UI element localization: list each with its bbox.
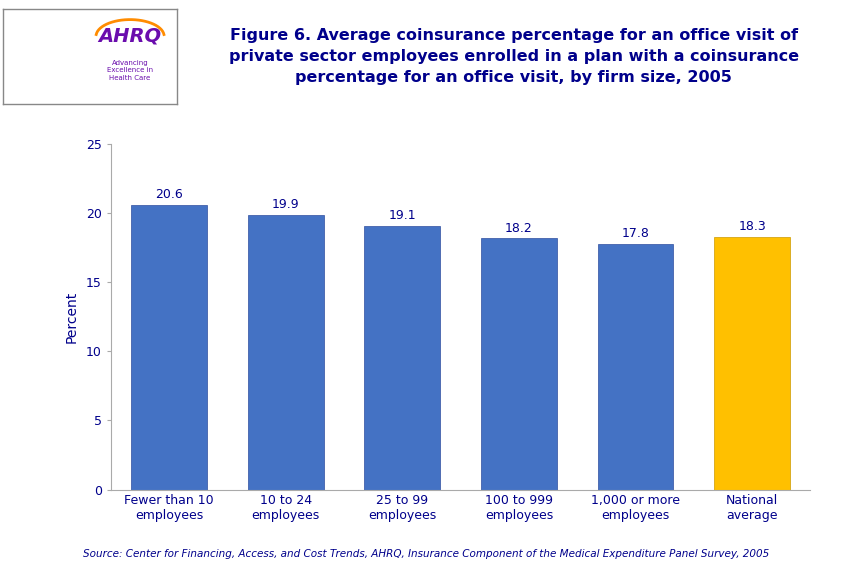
Bar — [131, 205, 207, 490]
Text: 🦅: 🦅 — [38, 47, 51, 66]
Text: Advancing
Excellence in
Health Care: Advancing Excellence in Health Care — [106, 60, 153, 81]
Text: 20.6: 20.6 — [155, 188, 183, 202]
Bar — [713, 237, 789, 490]
Bar — [364, 226, 440, 490]
Text: 19.9: 19.9 — [272, 198, 299, 211]
Text: 19.1: 19.1 — [388, 209, 416, 222]
Text: AHRQ: AHRQ — [98, 26, 162, 46]
Text: Source: Center for Financing, Access, and Cost Trends, AHRQ, Insurance Component: Source: Center for Financing, Access, an… — [83, 550, 769, 559]
Text: 18.2: 18.2 — [504, 222, 532, 234]
Text: 17.8: 17.8 — [621, 227, 648, 240]
Bar — [597, 244, 672, 490]
Text: 18.3: 18.3 — [737, 220, 765, 233]
Text: Figure 6. Average coinsurance percentage for an office visit of
private sector e: Figure 6. Average coinsurance percentage… — [228, 28, 798, 85]
Bar — [248, 214, 323, 490]
Bar — [481, 238, 556, 490]
Y-axis label: Percent: Percent — [65, 291, 79, 343]
